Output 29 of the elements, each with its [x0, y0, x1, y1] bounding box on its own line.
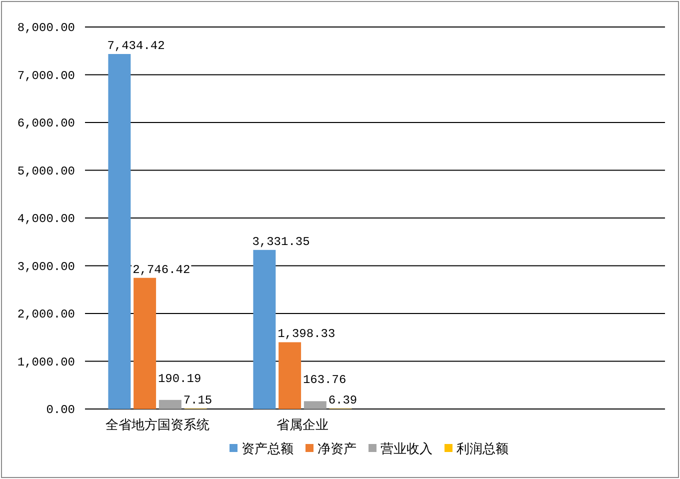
legend-label: 净资产: [318, 442, 356, 457]
y-tick-label: 8,000.00: [17, 21, 75, 35]
y-tick-label: 3,000.00: [17, 260, 75, 274]
y-tick-label: 5,000.00: [17, 164, 75, 178]
bar: [134, 278, 156, 409]
data-label: 163.76: [302, 373, 346, 388]
x-tick-label: 全省地方国资系统: [106, 417, 210, 433]
data-label: 1,398.33: [278, 327, 336, 342]
bar: [304, 401, 326, 409]
legend-label: 利润总额: [456, 442, 508, 457]
data-label: 3,331.35: [252, 234, 310, 249]
data-label: 7.15: [183, 394, 212, 408]
x-tick-label: 省属企业: [276, 418, 328, 433]
y-tick-label: 7,000.00: [17, 68, 75, 83]
y-tick-label: 0.00: [46, 403, 75, 417]
y-tick-label: 2,000.00: [17, 308, 75, 322]
bar: [108, 54, 131, 409]
data-label: 2,746.42: [132, 262, 190, 277]
data-label: 190.19: [158, 372, 202, 386]
bar: [253, 250, 276, 409]
y-tick-label: 1,000.00: [17, 355, 75, 370]
data-label: 7,434.42: [107, 39, 165, 54]
y-tick-label: 4,000.00: [17, 212, 75, 226]
bar: [278, 342, 302, 409]
data-label: 6.39: [328, 394, 358, 408]
y-tick-label: 6,000.00: [17, 116, 75, 130]
legend-label: 资产总额: [242, 442, 294, 457]
legend-label: 营业收入: [380, 442, 432, 457]
bar: [158, 400, 182, 409]
